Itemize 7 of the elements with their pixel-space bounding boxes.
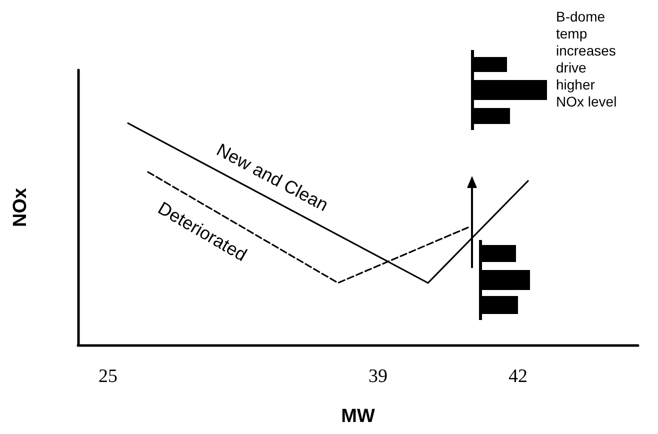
text: New and Clean: [213, 140, 332, 216]
text: B-dome temp increases drive higher NOx level: [556, 8, 620, 110]
x-tick-label: 39: [368, 366, 388, 387]
x-axis-title: MW: [341, 406, 375, 427]
x-tick-label: 42: [508, 366, 528, 387]
x-tick-label: 25: [98, 366, 118, 387]
y-axis-title: NOx: [10, 188, 31, 228]
